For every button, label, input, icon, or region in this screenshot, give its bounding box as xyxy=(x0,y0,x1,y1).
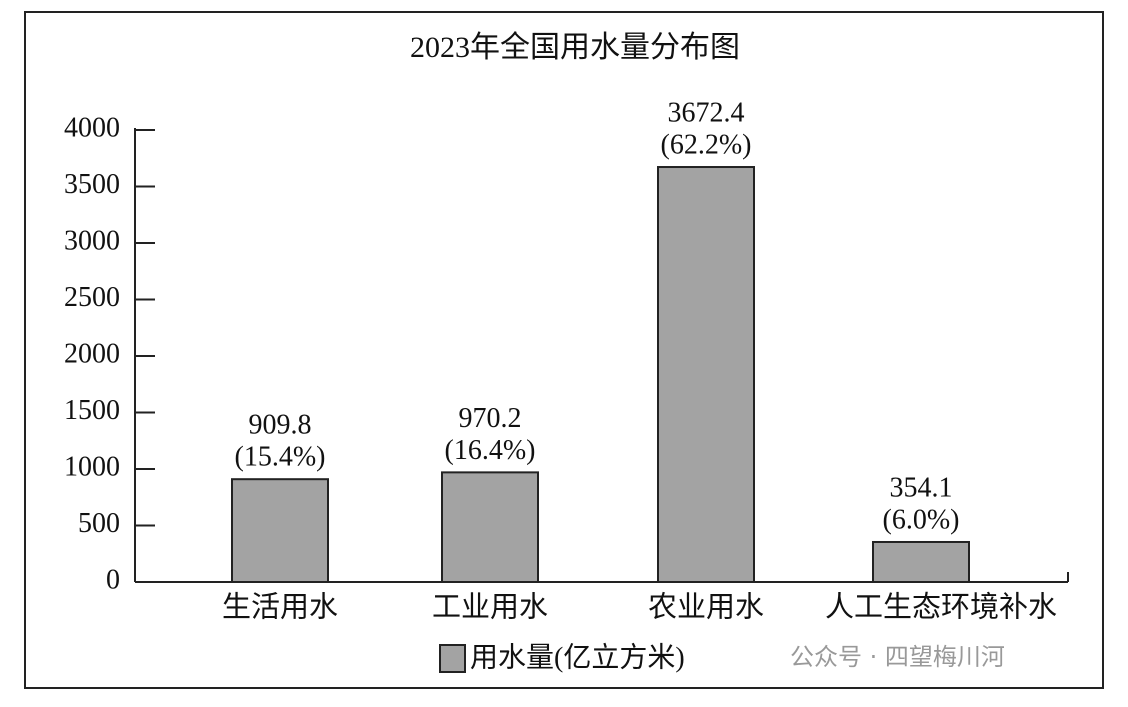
y-tick-label: 4000 xyxy=(64,112,120,143)
percent-label: (15.4%) xyxy=(235,442,326,473)
bar xyxy=(872,540,970,583)
y-tick-label: 2500 xyxy=(64,282,120,313)
x-tick-label: 农业用水 xyxy=(648,591,764,624)
watermark: 公众号 · 四望梅川河 xyxy=(790,643,1005,671)
percent-label: (62.2%) xyxy=(661,129,752,160)
x-tick-label: 人工生态环境补水 xyxy=(825,591,1057,624)
chart-title: 2023年全国用水量分布图 xyxy=(410,31,740,64)
y-tick-label: 3000 xyxy=(64,225,120,256)
y-tick-label: 1000 xyxy=(64,451,120,482)
value-label: 970.2 xyxy=(459,403,522,434)
bar xyxy=(657,166,755,583)
y-tick-label: 1500 xyxy=(64,395,120,426)
legend-label: 用水量(亿立方米) xyxy=(470,641,685,673)
bar xyxy=(231,478,329,583)
y-tick-label: 0 xyxy=(106,564,120,595)
bar xyxy=(441,471,539,583)
y-tick-label: 2000 xyxy=(64,338,120,369)
value-label: 909.8 xyxy=(249,410,312,441)
x-tick-label: 生活用水 xyxy=(222,591,338,624)
y-tick-label: 500 xyxy=(78,508,120,539)
frame xyxy=(24,11,1104,689)
value-label: 3672.4 xyxy=(668,97,745,128)
legend-swatch xyxy=(439,644,466,673)
y-tick-label: 3500 xyxy=(64,169,120,200)
value-label: 354.1 xyxy=(890,472,953,503)
percent-label: (16.4%) xyxy=(445,435,536,466)
x-tick-label: 工业用水 xyxy=(432,591,548,624)
percent-label: (6.0%) xyxy=(883,504,960,535)
